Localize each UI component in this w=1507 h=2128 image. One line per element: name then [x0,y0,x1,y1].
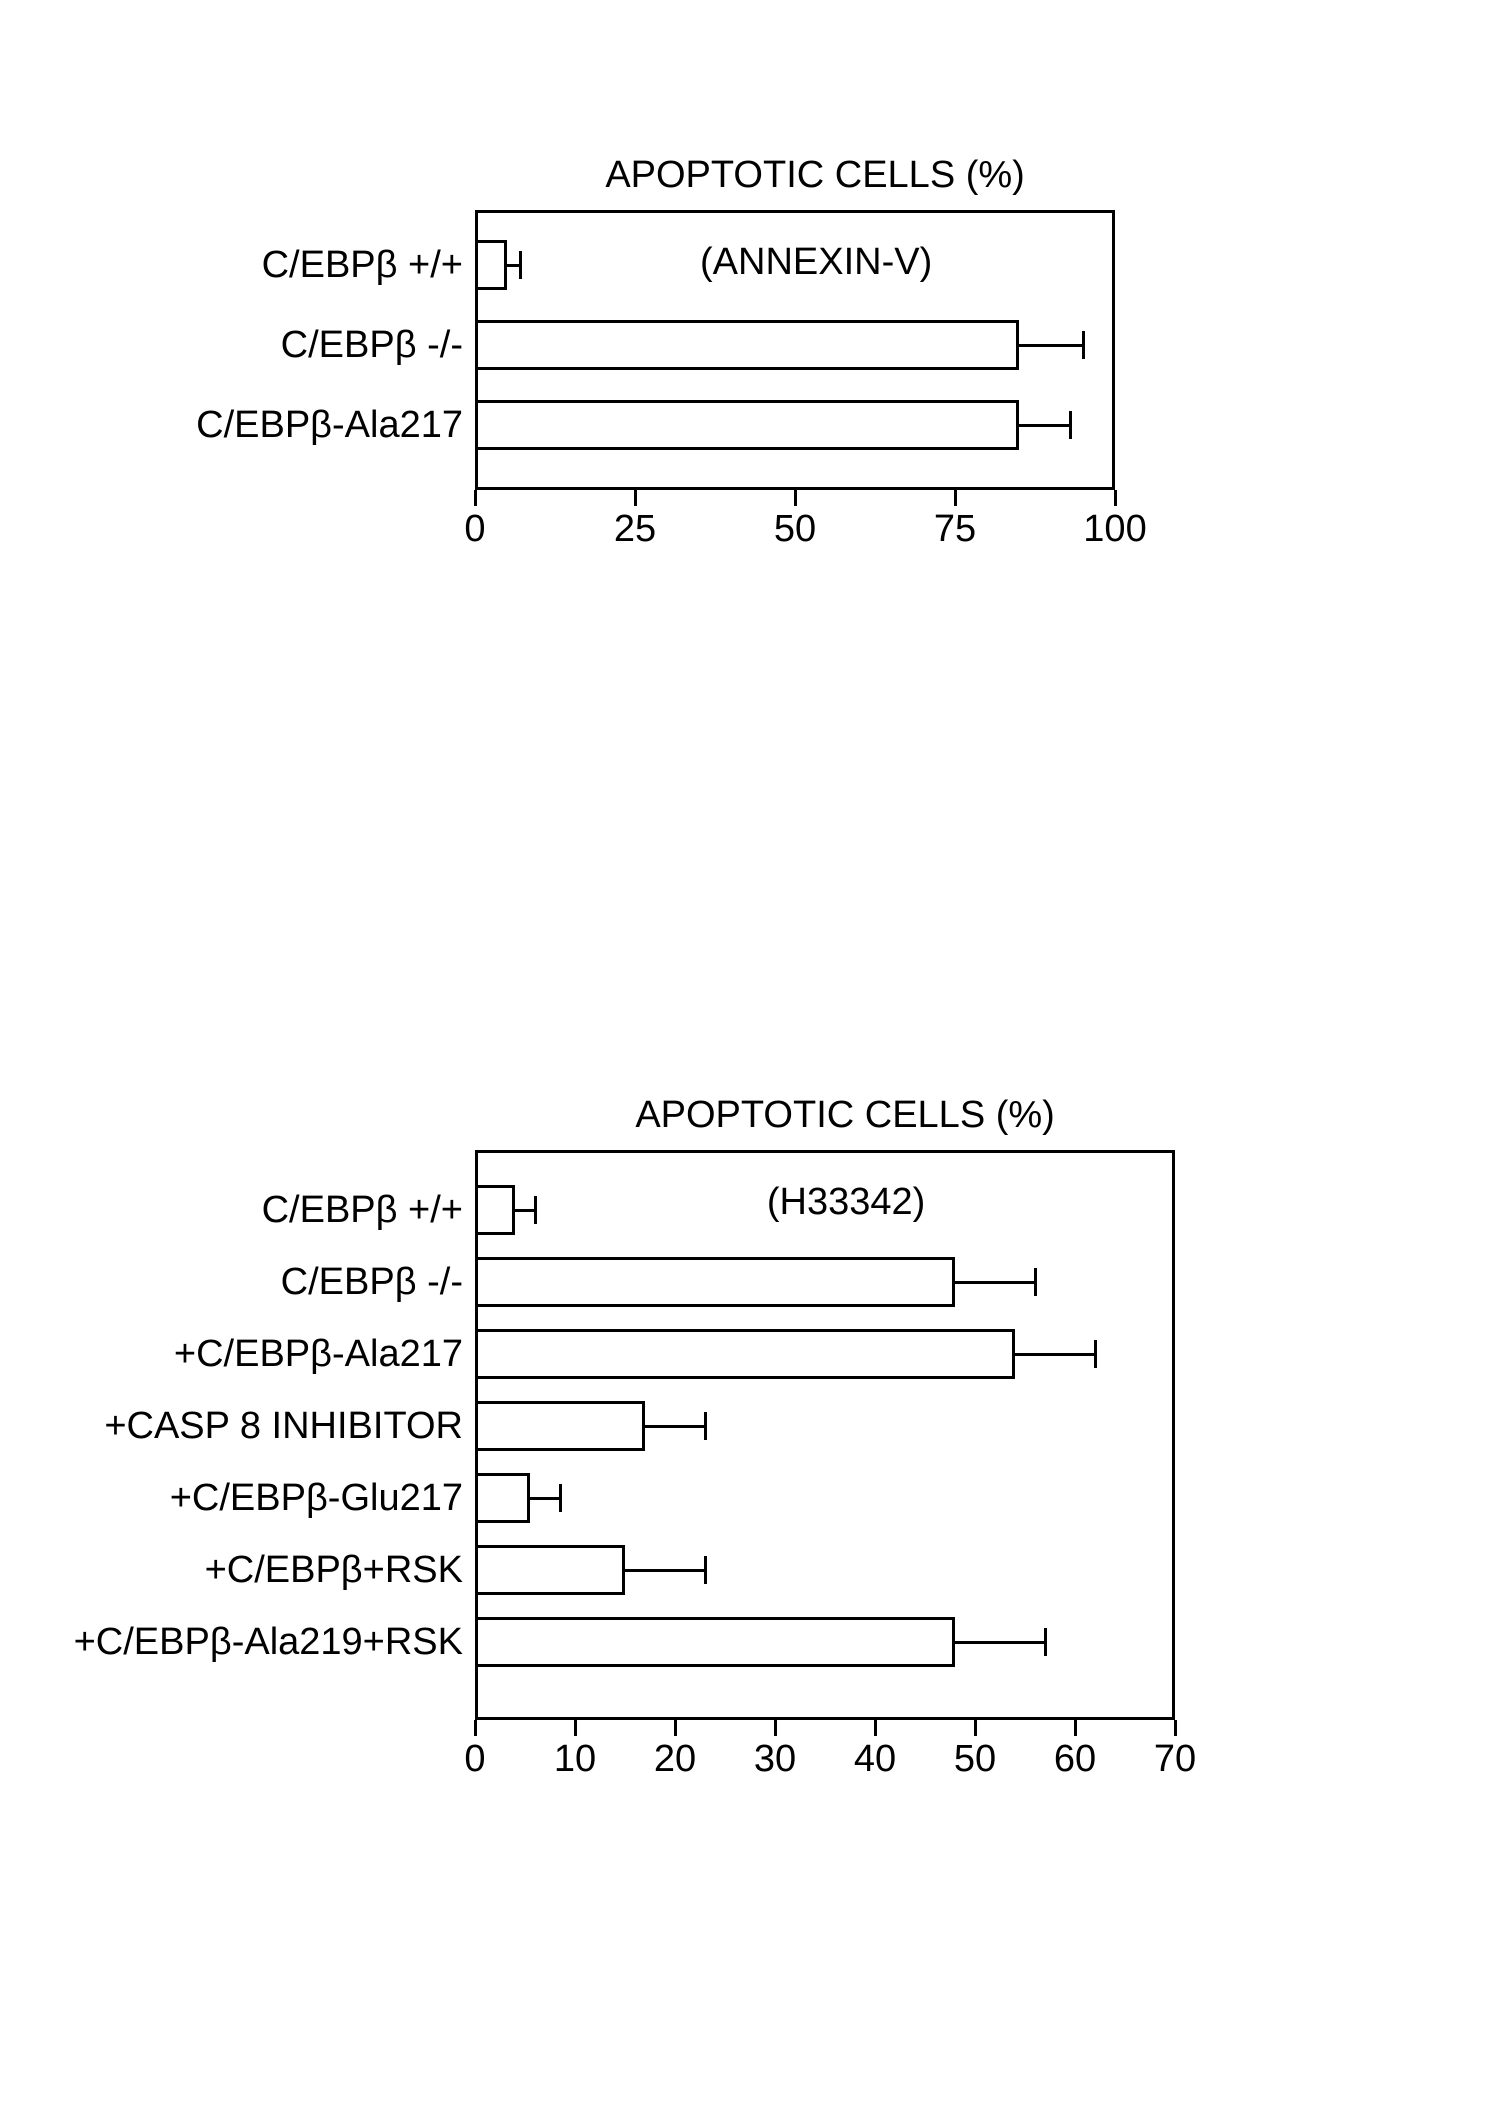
x-tick [1074,1720,1077,1736]
x-tick-label: 25 [614,508,656,551]
chart2-title-line1: APOPTOTIC CELLS (%) [635,1094,1055,1136]
error-bar [1019,344,1083,347]
category-label: C/EBPβ-Ala217 [120,404,463,447]
x-tick-label: 100 [1083,508,1146,551]
bar [475,1329,1015,1379]
error-cap [1094,1340,1097,1368]
x-tick-label: 20 [654,1738,696,1781]
category-label: C/EBPβ +/+ [45,1189,463,1232]
x-tick [574,1720,577,1736]
error-cap [704,1412,707,1440]
error-bar [645,1425,705,1428]
x-tick [674,1720,677,1736]
x-tick [1114,490,1117,506]
bar [475,1545,625,1595]
error-cap [704,1556,707,1584]
error-bar [530,1497,560,1500]
category-label: +C/EBPβ-Glu217 [45,1477,463,1520]
category-label: +C/EBPβ-Ala219+RSK [45,1621,463,1664]
bar [475,1401,645,1451]
x-tick [874,1720,877,1736]
error-bar [515,1209,535,1212]
error-cap [1044,1628,1047,1656]
category-label: +C/EBPβ-Ala217 [45,1333,463,1376]
x-tick-label: 0 [464,1738,485,1781]
error-bar [1015,1353,1095,1356]
bar [475,400,1019,450]
error-cap [1069,411,1072,439]
error-cap [1082,331,1085,359]
x-tick-label: 10 [554,1738,596,1781]
x-tick-label: 60 [1054,1738,1096,1781]
category-label: C/EBPβ -/- [45,1261,463,1304]
bar [475,320,1019,370]
bar [475,1257,955,1307]
x-tick [954,490,957,506]
x-tick [794,490,797,506]
x-tick-label: 75 [934,508,976,551]
category-label: C/EBPβ -/- [120,324,463,367]
x-tick-label: 30 [754,1738,796,1781]
x-tick [634,490,637,506]
error-bar [625,1569,705,1572]
x-tick-label: 50 [954,1738,996,1781]
bar [475,240,507,290]
x-tick-label: 40 [854,1738,896,1781]
bar [475,1185,515,1235]
category-label: +C/EBPβ+RSK [45,1549,463,1592]
error-cap [534,1196,537,1224]
bar [475,1473,530,1523]
error-cap [559,1484,562,1512]
error-cap [1034,1268,1037,1296]
x-tick [474,1720,477,1736]
category-label: +CASP 8 INHIBITOR [45,1405,463,1448]
error-bar [1019,424,1070,427]
error-cap [519,251,522,279]
error-bar [955,1281,1035,1284]
bar [475,1617,955,1667]
x-tick-label: 70 [1154,1738,1196,1781]
x-tick-label: 50 [774,508,816,551]
x-tick [1174,1720,1177,1736]
x-tick-label: 0 [464,508,485,551]
x-tick [974,1720,977,1736]
category-label: C/EBPβ +/+ [120,244,463,287]
chart1-title-line1: APOPTOTIC CELLS (%) [605,154,1025,196]
x-tick [774,1720,777,1736]
error-bar [955,1641,1045,1644]
x-tick [474,490,477,506]
